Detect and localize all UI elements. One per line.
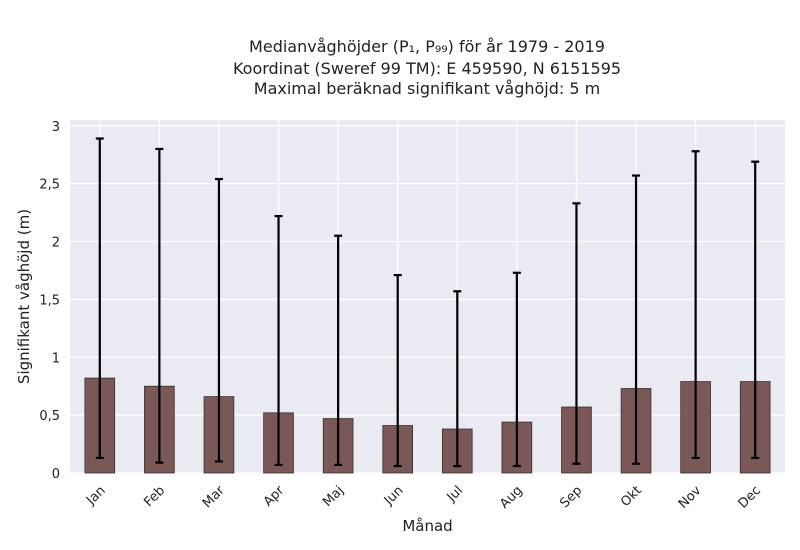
error-bar-aug: [512, 271, 521, 468]
error-bar-jan: [95, 137, 104, 460]
error-bar-okt: [632, 174, 641, 465]
y-tick-label: 0,5: [39, 409, 60, 424]
x-tick-label: Nov: [676, 483, 705, 512]
chart-title-line-2: Koordinat (Sweref 99 TM): E 459590, N 61…: [233, 59, 621, 78]
error-bar-mar: [214, 177, 223, 463]
error-bar-sep: [572, 202, 581, 465]
error-bar-nov: [691, 150, 700, 460]
x-tick-label: Aug: [497, 483, 526, 512]
chart-title-line-3: Maximal beräknad signifikant våghöjd: 5 …: [254, 79, 600, 98]
error-bar-apr: [274, 214, 283, 466]
x-tick-label: Apr: [261, 483, 288, 510]
y-axis-label: Signifikant våghöjd (m): [15, 209, 33, 384]
x-tick-label: Maj: [320, 483, 347, 510]
x-axis-ticks: Jan Feb Mar Apr Maj Jun Jul Aug Sep Okt Nov Dec: [83, 483, 764, 512]
error-bar-feb: [155, 147, 164, 464]
error-bars: [95, 137, 760, 468]
x-tick-label: Okt: [618, 483, 645, 510]
y-axis-ticks: 0 0,5 1 1,5 2 2,5 3: [39, 120, 60, 482]
error-bar-dec: [751, 160, 760, 460]
chart-title-line-1: Medianvåghöjder (P₁, P₉₉) för år 1979 - …: [249, 37, 605, 56]
y-tick-label: 2,5: [39, 178, 60, 193]
x-tick-label: Mar: [200, 483, 228, 511]
error-bar-maj: [334, 234, 343, 466]
y-tick-label: 1,5: [39, 293, 60, 308]
x-tick-label: Feb: [141, 483, 168, 510]
x-tick-label: Jun: [381, 483, 407, 509]
x-tick-label: Sep: [557, 483, 585, 511]
y-tick-label: 2: [52, 236, 60, 251]
chart-title: Medianvåghöjder (P₁, P₉₉) för år 1979 - …: [233, 37, 621, 98]
y-tick-label: 0: [52, 467, 60, 482]
x-tick-label: Dec: [736, 483, 764, 511]
error-bar-jul: [453, 290, 462, 468]
x-tick-label: Jul: [444, 483, 466, 505]
x-tick-label: Jan: [83, 483, 108, 508]
y-tick-label: 3: [52, 120, 60, 135]
x-axis-label: Månad: [402, 517, 452, 535]
y-tick-label: 1: [52, 351, 60, 366]
plot-area: [70, 120, 785, 473]
error-bar-jun: [393, 273, 402, 468]
